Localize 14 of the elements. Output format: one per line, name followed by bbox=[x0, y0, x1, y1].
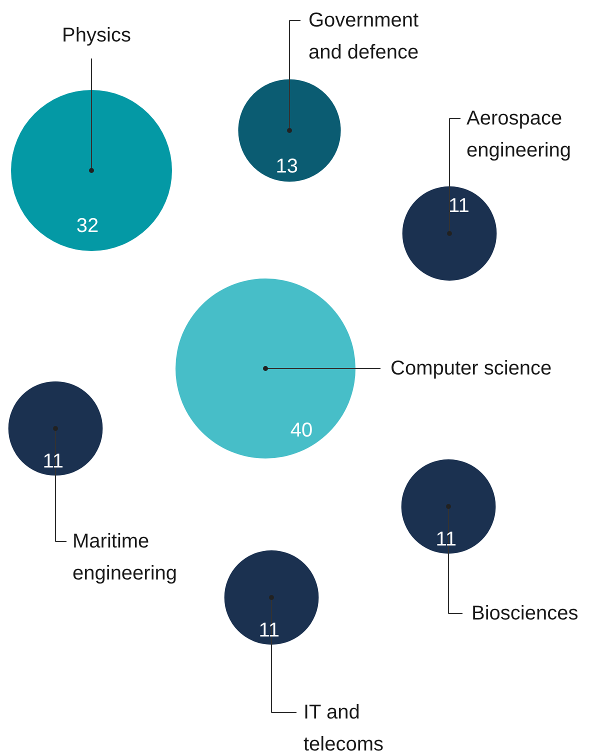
data-label: 40 bbox=[290, 420, 313, 442]
category-label: Maritime engineering bbox=[72, 530, 178, 584]
data-label: 11 bbox=[258, 620, 280, 642]
category-label: Physics bbox=[62, 24, 131, 46]
data-label: 32 bbox=[76, 215, 99, 238]
data-label: 11 bbox=[436, 528, 457, 551]
category-label: IT and telecoms bbox=[304, 702, 384, 754]
data-label: 13 bbox=[276, 155, 298, 178]
category-label: Government and defence bbox=[308, 10, 419, 64]
category-label: Aerospace engineering bbox=[466, 108, 572, 162]
category-label: Computer science bbox=[390, 358, 552, 380]
category-label: Biosciences bbox=[472, 602, 578, 624]
data-label: 11 bbox=[42, 450, 64, 473]
data-label: 11 bbox=[448, 195, 470, 218]
